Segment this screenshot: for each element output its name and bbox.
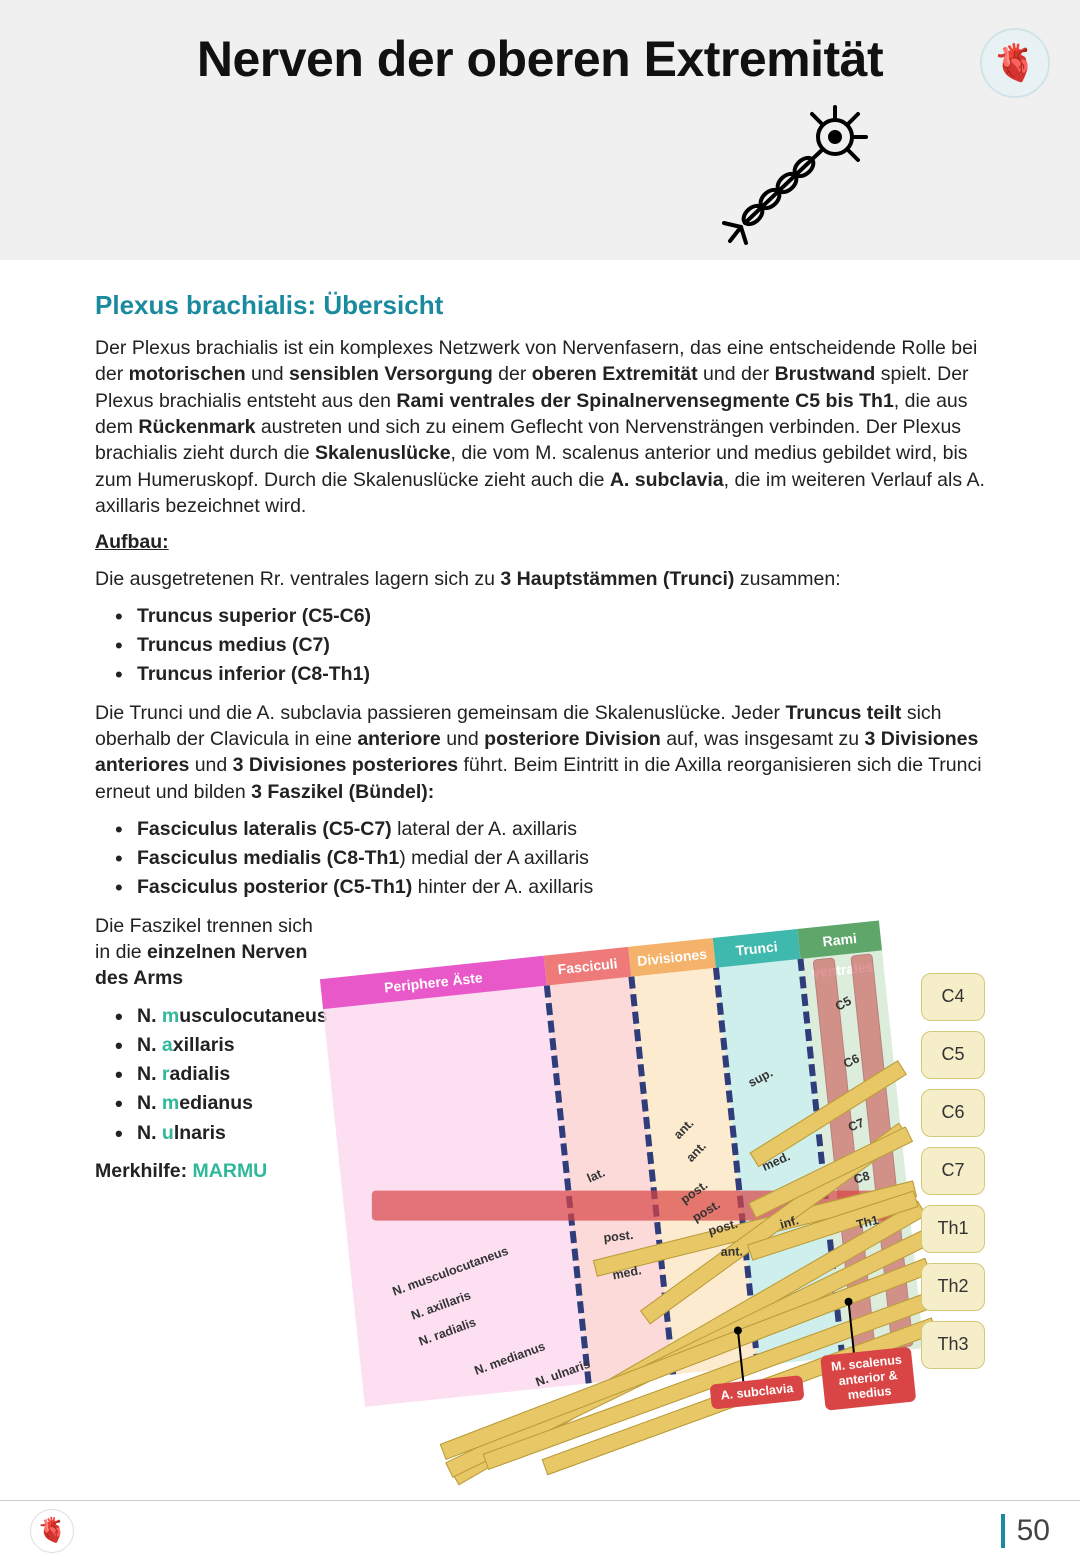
page-footer: 🫀 50 <box>0 1500 1080 1560</box>
footer-heart-icon: 🫀 <box>30 1509 74 1553</box>
list-item: Fasciculus medialis (C8-Th1) medial der … <box>115 844 985 873</box>
page-number: 50 <box>1001 1514 1050 1548</box>
diagram-label: post. <box>603 1227 634 1244</box>
spine-segment: C6 <box>921 1089 985 1137</box>
nerves-list: N. musculocutaneusN. axillarisN. radiali… <box>95 1002 330 1148</box>
list-item: Truncus superior (C5-C6) <box>115 602 985 631</box>
list-item: Truncus medius (C7) <box>115 631 985 660</box>
section-title: Plexus brachialis: Übersicht <box>95 290 985 321</box>
list-item: Truncus inferior (C8-Th1) <box>115 660 985 689</box>
trunci-intro: Die ausgetretenen Rr. ventrales lagern s… <box>95 566 985 592</box>
diagram-callout: M. scalenusanterior &medius <box>820 1346 916 1410</box>
page-title: Nerven der oberen Extremität <box>50 30 1030 88</box>
diagram-zone-label: Rami ventrales <box>797 920 882 958</box>
spine-segment: C4 <box>921 973 985 1021</box>
page-header: Nerven der oberen Extremität 🫀 <box>0 0 1080 260</box>
spine-segment: Th1 <box>921 1205 985 1253</box>
spine-segment: Th2 <box>921 1263 985 1311</box>
content: Plexus brachialis: Übersicht Der Plexus … <box>0 260 1080 1443</box>
list-item: N. musculocutaneus <box>115 1002 330 1031</box>
heart-icon: 🫀 <box>980 28 1050 98</box>
list-item: N. medianus <box>115 1089 330 1118</box>
list-item: N. axillaris <box>115 1031 330 1060</box>
aufbau-label: Aufbau: <box>95 531 169 553</box>
spine-segment: C7 <box>921 1147 985 1195</box>
neuron-icon <box>700 105 880 255</box>
spine-segment: Th3 <box>921 1321 985 1369</box>
mnemonic: Merkhilfe: MARMU <box>95 1158 330 1184</box>
intro-text: Der Plexus brachialis ist ein komplexes … <box>95 335 985 519</box>
spine-segment: C5 <box>921 1031 985 1079</box>
plexus-diagram: Periphere ÄsteFasciculiDivisionesTrunciR… <box>340 913 985 1443</box>
nerves-intro: Die Faszikel trennen sich in die einzeln… <box>95 913 330 992</box>
diagram-label: ant. <box>721 1244 743 1258</box>
list-item: N. radialis <box>115 1060 330 1089</box>
fasciculi-list: Fasciculus lateralis (C5-C7) lateral der… <box>95 815 985 903</box>
trunci-list: Truncus superior (C5-C6)Truncus medius (… <box>95 602 985 690</box>
list-item: Fasciculus lateralis (C5-C7) lateral der… <box>115 815 985 844</box>
list-item: N. ulnaris <box>115 1119 330 1148</box>
divisions-text: Die Trunci und die A. subclavia passiere… <box>95 700 985 805</box>
